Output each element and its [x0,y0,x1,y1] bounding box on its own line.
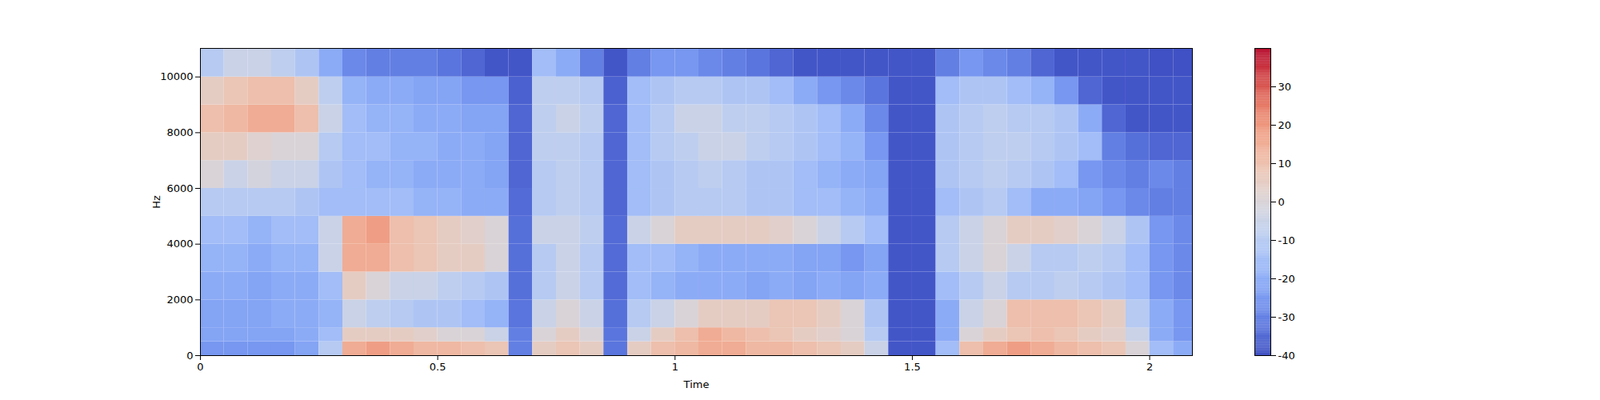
svg-text:10: 10 [1278,157,1292,170]
svg-text:0: 0 [196,360,204,373]
svg-text:Hz: Hz [150,195,163,209]
svg-text:2000: 2000 [166,293,193,306]
svg-text:10000: 10000 [160,70,193,83]
svg-text:0: 0 [186,349,193,362]
svg-text:0: 0 [1278,196,1285,208]
svg-text:4000: 4000 [166,237,193,250]
svg-text:-30: -30 [1278,311,1296,324]
svg-text:20: 20 [1278,119,1292,132]
svg-text:0.5: 0.5 [429,360,447,373]
svg-text:Time: Time [683,378,710,391]
svg-text:-10: -10 [1278,234,1296,247]
svg-text:30: 30 [1278,80,1292,93]
svg-text:1.5: 1.5 [904,360,921,373]
svg-text:8000: 8000 [166,126,193,139]
svg-text:2: 2 [1146,360,1153,373]
svg-text:-20: -20 [1278,272,1296,285]
svg-text:-40: -40 [1278,349,1296,362]
svg-text:6000: 6000 [166,182,193,195]
svg-text:1: 1 [672,360,679,373]
